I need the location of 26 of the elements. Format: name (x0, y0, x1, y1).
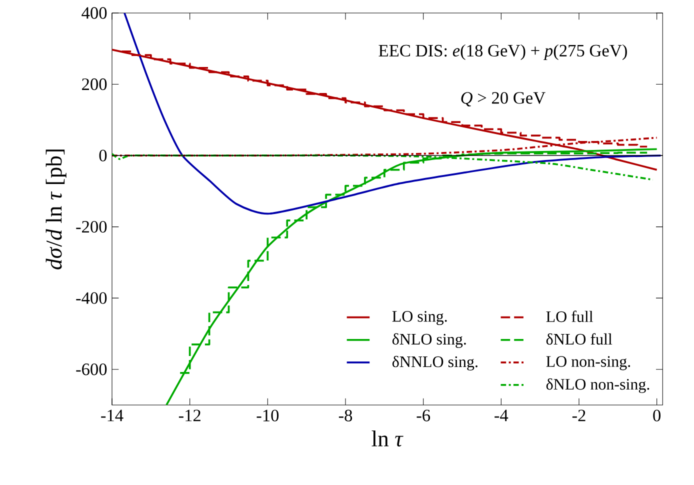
y-axis-title: dσ/d ln τ [pb] (46, 150, 66, 270)
x-tick-label: 0 (653, 410, 660, 422)
x-tick-label: -10 (256, 410, 279, 422)
legend-label: LO sing. (392, 310, 447, 326)
x-tick-label: -8 (338, 410, 352, 422)
legend-label: δNLO non-sing. (546, 378, 650, 393)
x-tick-label: -6 (416, 410, 430, 422)
y-tick-label: 0 (99, 150, 107, 162)
annotation: EEC DIS: e(18 GeV) + p(275 GeV) (378, 44, 627, 60)
annotation: Q > 20 GeV (461, 92, 546, 106)
legend-label: LO non-sing. (546, 356, 630, 370)
legend-label: LO full (546, 310, 594, 322)
y-tick-label: -600 (76, 364, 107, 376)
y-tick-label: -200 (76, 220, 107, 233)
x-tick-label: -4 (494, 410, 508, 422)
x-tick-label: -14 (101, 410, 124, 422)
x-tick-label: -2 (572, 410, 586, 422)
line-series (124, 12, 662, 215)
x-tick-label: -12 (178, 410, 200, 422)
legend-label: δNLO sing. (392, 333, 466, 348)
y-tick-label: 400 (82, 7, 107, 19)
legend-label: δNNLO sing. (392, 356, 478, 370)
legend-label: δNLO full (546, 333, 612, 345)
y-tick-label: 200 (82, 78, 107, 90)
x-axis-title: ln τ (372, 430, 404, 447)
y-tick-label: -400 (76, 292, 107, 304)
